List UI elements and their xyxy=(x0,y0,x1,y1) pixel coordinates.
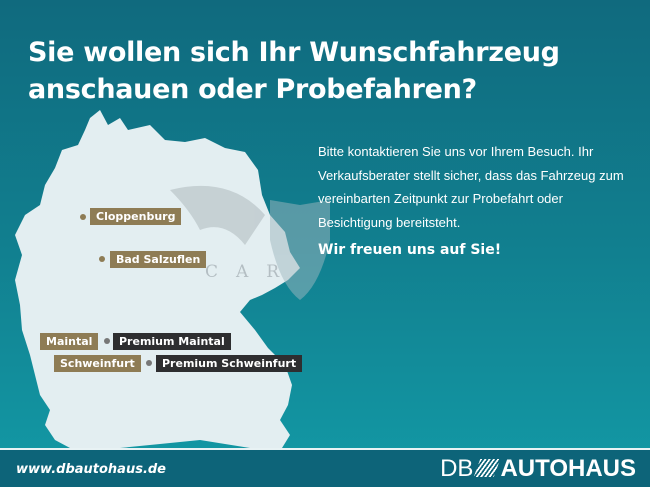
location-cloppenburg[interactable]: Cloppenburg xyxy=(90,208,182,225)
location-schweinfurt[interactable]: Schweinfurt xyxy=(54,355,141,372)
location-dot-cloppenburg xyxy=(80,214,86,220)
page-title: Sie wollen sich Ihr Wunschfahrzeug anscha… xyxy=(28,34,560,108)
website-link[interactable]: www.dbautohaus.de xyxy=(16,462,167,477)
location-premium-schweinfurt[interactable]: Premium Schweinfurt xyxy=(156,355,303,372)
watermark-shield-icon xyxy=(170,185,330,300)
info-box: Bitte kontaktieren Sie uns vor Ihrem Bes… xyxy=(318,140,628,258)
cta-text: Wir freuen uns auf Sie! xyxy=(318,242,502,258)
watermark-text: CAR xyxy=(205,262,298,282)
logo-main: AUTOHAUS xyxy=(500,455,636,482)
logo-stripes-icon xyxy=(474,459,501,477)
title-line-1: Sie wollen sich Ihr Wunschfahrzeug xyxy=(28,37,560,68)
location-bad-salzuflen[interactable]: Bad Salzuflen xyxy=(110,251,207,268)
location-premium-maintal[interactable]: Premium Maintal xyxy=(113,333,231,350)
info-text: Bitte kontaktieren Sie uns vor Ihrem Bes… xyxy=(318,144,624,230)
footer: www.dbautohaus.de DB AUTOHAUS xyxy=(0,448,650,487)
location-dot-schweinfurt xyxy=(146,360,152,366)
location-dot-maintal xyxy=(104,338,110,344)
brand-logo: DB AUTOHAUS xyxy=(440,455,636,483)
location-maintal[interactable]: Maintal xyxy=(40,333,99,350)
location-dot-bad-salzuflen xyxy=(99,256,105,262)
title-line-2: anschauen oder Probefahren? xyxy=(28,74,477,105)
logo-prefix: DB xyxy=(440,455,474,482)
